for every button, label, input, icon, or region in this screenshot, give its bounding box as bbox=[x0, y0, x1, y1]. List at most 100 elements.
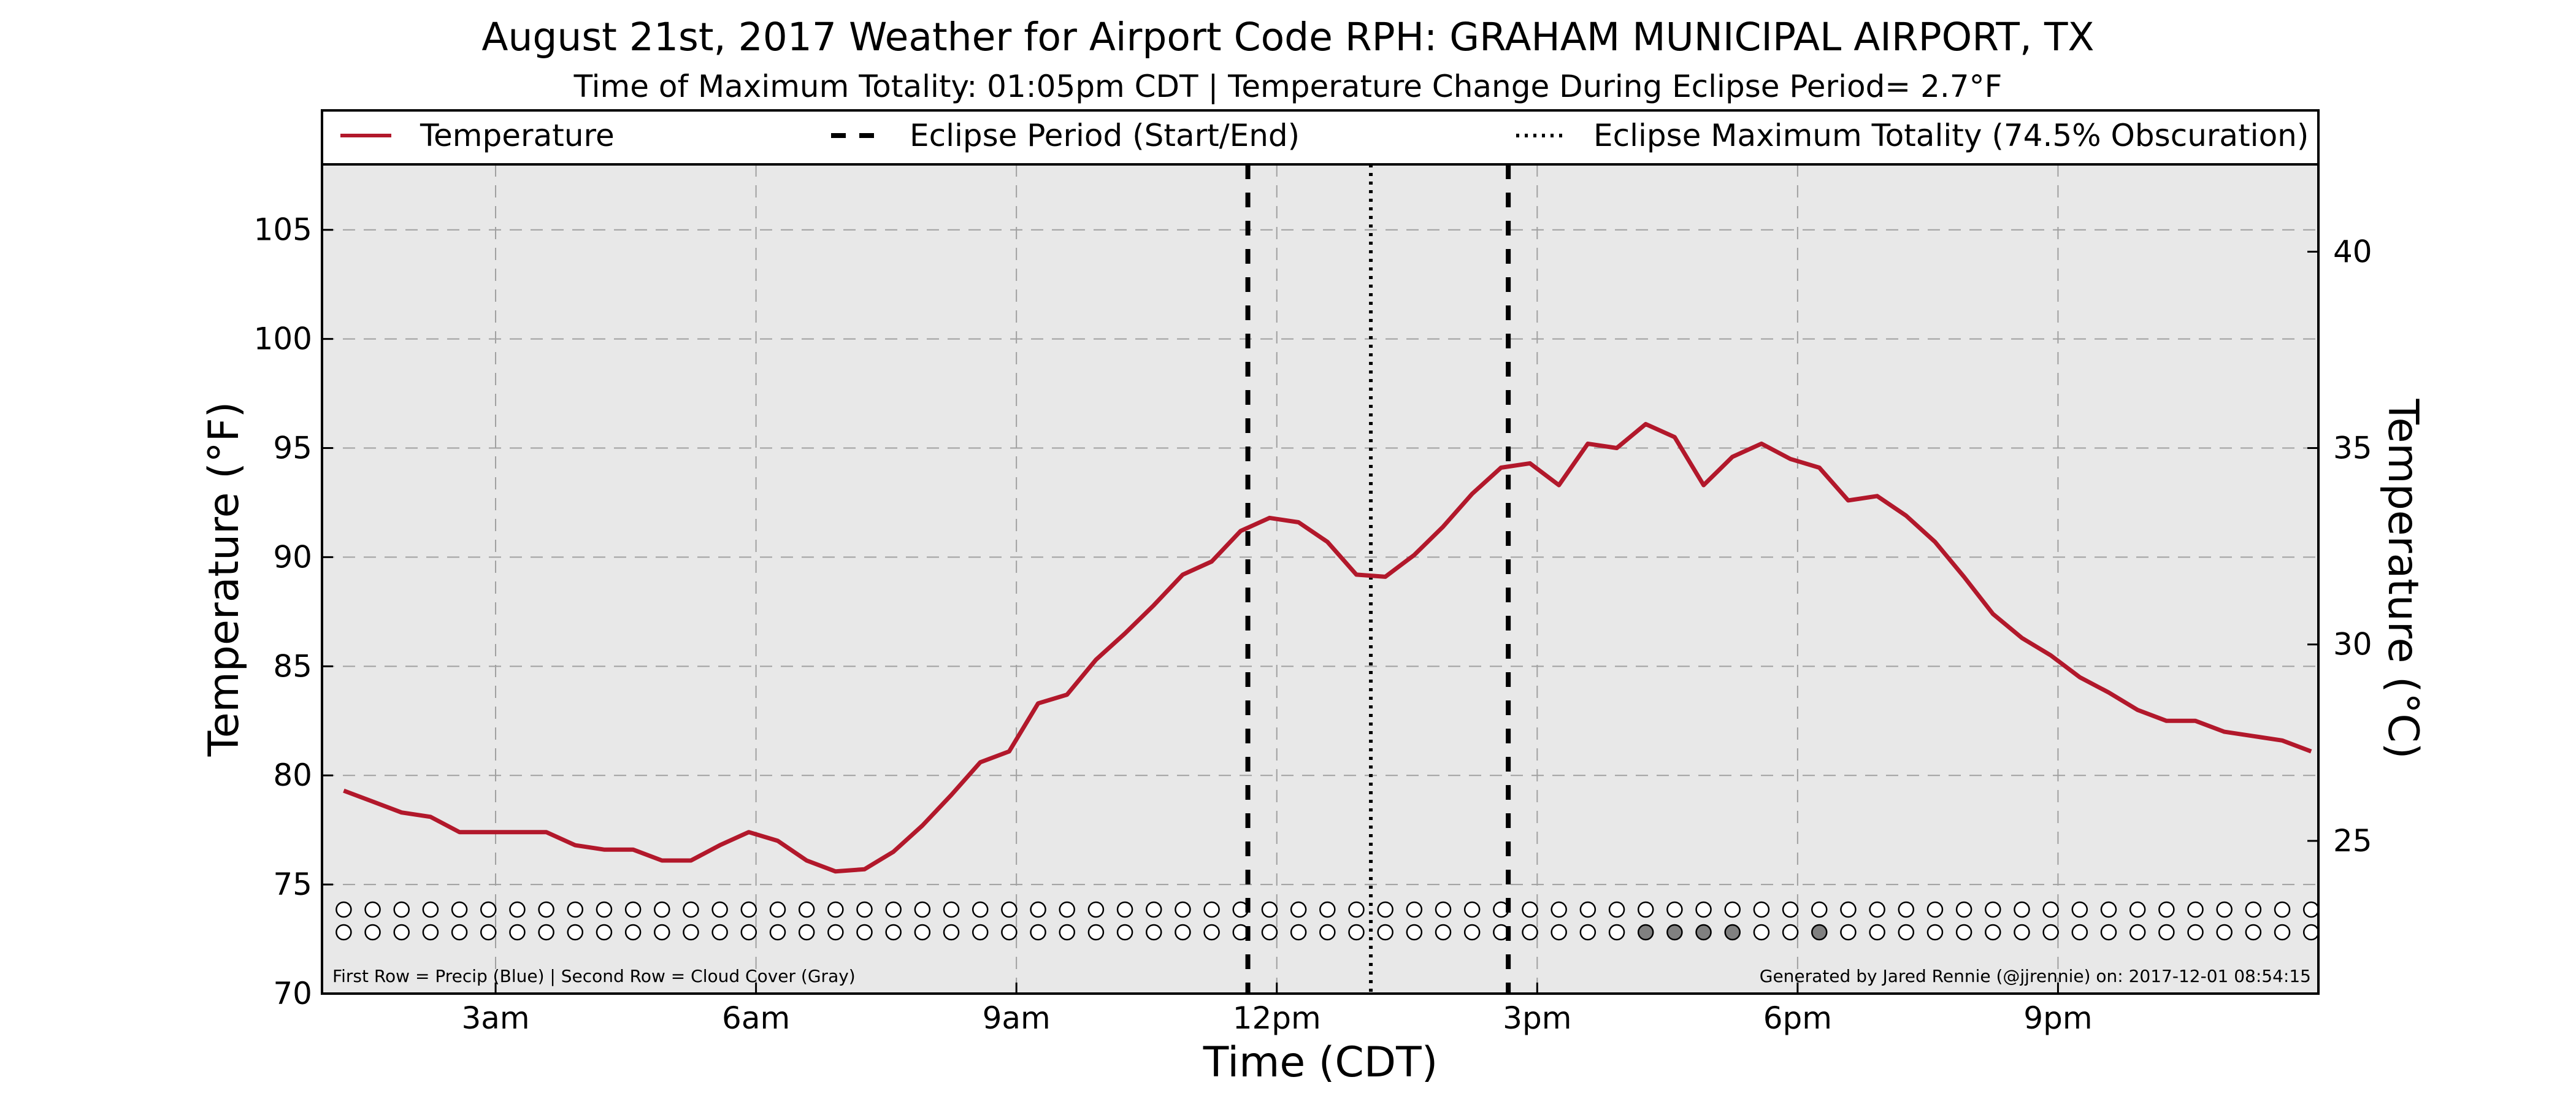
cloud-cover-marker bbox=[1087, 924, 1105, 941]
precip-marker bbox=[2071, 901, 2088, 918]
cloud-cover-marker bbox=[2274, 924, 2291, 941]
precip-marker bbox=[1435, 901, 1452, 918]
cloud-cover-marker bbox=[1463, 924, 1481, 941]
cloud-cover-marker bbox=[972, 924, 989, 941]
precip-marker bbox=[451, 901, 468, 918]
cloud-cover-marker bbox=[2187, 924, 2204, 941]
chart-subtitle: Time of Maximum Totality: 01:05pm CDT | … bbox=[573, 69, 2003, 104]
x-tick-label: 3am bbox=[461, 1000, 529, 1036]
cloud-cover-marker bbox=[1955, 924, 1972, 941]
precip-marker bbox=[1782, 901, 1799, 918]
precip-marker bbox=[711, 901, 728, 918]
cloud-cover-marker bbox=[1030, 924, 1046, 941]
precip-marker bbox=[1059, 901, 1075, 918]
cloud-cover-marker bbox=[364, 924, 381, 941]
cloud-cover-marker bbox=[1782, 924, 1799, 941]
cloud-cover-marker bbox=[1261, 924, 1278, 941]
cloud-cover-marker bbox=[1811, 924, 1828, 941]
cloud-cover-marker bbox=[2129, 924, 2146, 941]
precip-marker bbox=[1146, 901, 1162, 918]
cloud-cover-marker bbox=[1175, 924, 1191, 941]
footer-note-right: Generated by Jared Rennie (@jjrennie) on… bbox=[1760, 966, 2311, 986]
precip-marker bbox=[1175, 901, 1191, 918]
precip-marker bbox=[335, 901, 352, 918]
precip-marker bbox=[740, 901, 757, 918]
precip-marker bbox=[393, 901, 410, 918]
precip-marker bbox=[1030, 901, 1046, 918]
cloud-cover-marker bbox=[943, 924, 960, 941]
cloud-cover-marker bbox=[1377, 924, 1393, 941]
precip-marker bbox=[1840, 901, 1857, 918]
precip-marker bbox=[2042, 901, 2059, 918]
cloud-cover-marker bbox=[1666, 924, 1683, 941]
precip-marker bbox=[538, 901, 554, 918]
precip-marker bbox=[972, 901, 989, 918]
cloud-cover-marker bbox=[1435, 924, 1452, 941]
cloud-cover-marker bbox=[1840, 924, 1857, 941]
precip-cloud-rows bbox=[335, 901, 2320, 941]
precip-marker bbox=[1261, 901, 1278, 918]
legend-label-eclipse-period: Eclipse Period (Start/End) bbox=[910, 118, 1300, 153]
precip-marker bbox=[1551, 901, 1567, 918]
cloud-cover-marker bbox=[1146, 924, 1162, 941]
x-tick-label: 6am bbox=[722, 1000, 790, 1036]
footer-note-left: First Row = Precip (Blue) | Second Row =… bbox=[332, 966, 856, 986]
precip-marker bbox=[567, 901, 584, 918]
cloud-cover-marker bbox=[1059, 924, 1075, 941]
precip-marker bbox=[509, 901, 526, 918]
precip-marker bbox=[1001, 901, 1018, 918]
y-right-tick-label: 30 bbox=[2333, 627, 2372, 662]
cloud-cover-marker bbox=[2158, 924, 2175, 941]
cloud-cover-marker bbox=[1579, 924, 1597, 941]
cloud-cover-marker bbox=[1319, 924, 1336, 941]
cloud-cover-marker bbox=[451, 924, 468, 941]
cloud-cover-marker bbox=[798, 924, 815, 941]
precip-marker bbox=[2100, 901, 2117, 918]
cloud-cover-marker bbox=[1898, 924, 1915, 941]
temperature-line bbox=[343, 421, 2312, 874]
precip-marker bbox=[885, 901, 902, 918]
precip-marker bbox=[914, 901, 931, 918]
x-tick-label: 9pm bbox=[2023, 1000, 2092, 1036]
cloud-cover-marker bbox=[596, 924, 613, 941]
precip-marker bbox=[1522, 901, 1538, 918]
precip-marker bbox=[1869, 901, 1885, 918]
cloud-cover-marker bbox=[480, 924, 497, 941]
precip-marker bbox=[364, 901, 381, 918]
precip-marker bbox=[827, 901, 844, 918]
cloud-cover-marker bbox=[1985, 924, 2001, 941]
cloud-cover-marker bbox=[1001, 924, 1018, 941]
y-right-tick-label: 35 bbox=[2333, 431, 2372, 466]
cloud-cover-marker bbox=[1926, 924, 1944, 941]
y-tick-label: 75 bbox=[273, 867, 312, 902]
y-axis-label-right: Temperature (°C) bbox=[2379, 399, 2427, 759]
precip-marker bbox=[2014, 901, 2030, 918]
legend-label-temperature: Temperature bbox=[420, 118, 615, 153]
y-tick-label: 105 bbox=[254, 212, 312, 248]
precip-marker bbox=[1985, 901, 2001, 918]
cloud-cover-marker bbox=[2216, 924, 2233, 941]
cloud-cover-marker bbox=[422, 924, 439, 941]
chart-title: August 21st, 2017 Weather for Airport Co… bbox=[481, 15, 2094, 59]
cloud-cover-marker bbox=[1116, 924, 1133, 941]
precip-marker bbox=[480, 901, 497, 918]
precip-marker bbox=[1348, 901, 1365, 918]
cloud-cover-marker bbox=[885, 924, 902, 941]
y-tick-label: 90 bbox=[273, 539, 312, 575]
y-tick-label: 85 bbox=[273, 648, 312, 684]
cloud-cover-marker bbox=[2042, 924, 2059, 941]
y-right-tick-label: 40 bbox=[2333, 234, 2372, 269]
cloud-cover-marker bbox=[2245, 924, 2262, 941]
cloud-cover-marker bbox=[2014, 924, 2030, 941]
precip-marker bbox=[2187, 901, 2204, 918]
precip-marker bbox=[1955, 901, 1972, 918]
y-tick-label: 95 bbox=[273, 431, 312, 466]
precip-marker bbox=[1898, 901, 1915, 918]
x-tick-label: 6pm bbox=[1763, 1000, 1832, 1036]
precip-marker bbox=[1926, 901, 1944, 918]
precip-marker bbox=[1087, 901, 1105, 918]
x-tick-label: 3pm bbox=[1503, 1000, 1571, 1036]
precip-marker bbox=[1290, 901, 1307, 918]
y-tick-label: 80 bbox=[273, 757, 312, 793]
cloud-cover-marker bbox=[2071, 924, 2088, 941]
